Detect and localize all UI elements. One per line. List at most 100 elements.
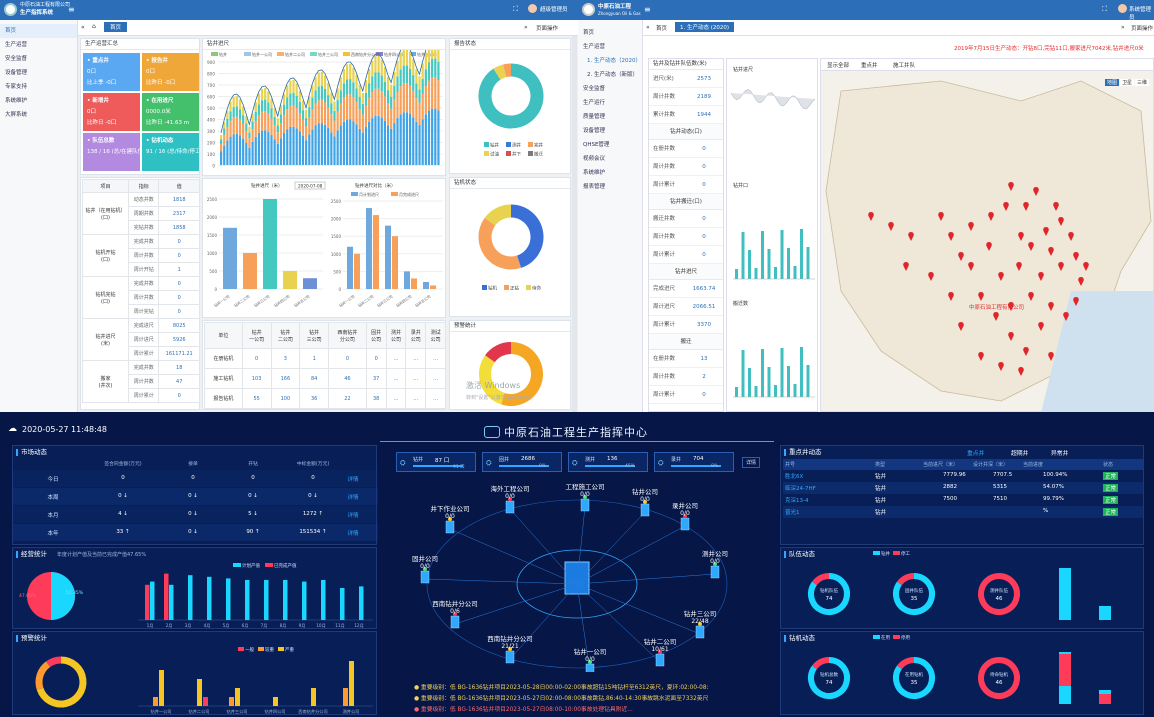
tab-prev-icon-b[interactable]: «	[646, 24, 650, 31]
stats-value[interactable]: 0	[158, 304, 200, 319]
company-cell[interactable]: 36	[299, 388, 330, 409]
focus-cell[interactable]: 克深13-4	[785, 498, 809, 504]
china-map[interactable]	[821, 71, 1154, 412]
sidebar-item[interactable]: 系统维护	[0, 94, 77, 108]
tab-production-dynamics[interactable]: 1. 生产动态 (2020)	[675, 22, 735, 32]
company-node[interactable]: 钻井三公司 22/48	[670, 608, 730, 625]
company-node[interactable]: 西南钻井分公司 21/21	[480, 633, 540, 650]
user-name[interactable]: 超级管理员	[540, 7, 568, 13]
company-cell[interactable]: 46	[328, 368, 367, 389]
company-cell[interactable]: …	[425, 388, 446, 409]
sidebar-b-item[interactable]: 视频会议	[578, 152, 642, 166]
sidebar-b-item[interactable]: 安全监督	[578, 82, 642, 96]
company-cell[interactable]: 37	[365, 368, 387, 389]
stats-value[interactable]: 5926	[158, 332, 200, 347]
market-detail-link[interactable]: 详情	[347, 495, 359, 501]
user-name-b[interactable]: 系统管理员	[1129, 7, 1152, 21]
company-cell[interactable]: 1	[299, 348, 330, 369]
summary-tile[interactable]: • 新增井 0口 比昨日 -0口	[83, 93, 140, 131]
list-value[interactable]: 2189	[697, 94, 711, 100]
sidebar-b-item[interactable]: 质量管理	[578, 110, 642, 124]
company-cell[interactable]: …	[405, 368, 427, 389]
focus-cell[interactable]: 胜北6X	[785, 474, 804, 480]
focus-tab-key[interactable]: 重点井	[967, 451, 985, 457]
list-value[interactable]: 3370	[697, 322, 711, 328]
alert-message[interactable]: ● 重要级别：低 BG-1636钻井项目2023-05-27日08:00-10:…	[414, 707, 633, 713]
tab-next-icon-b[interactable]: »	[1121, 24, 1125, 31]
sidebar-item[interactable]: 安全监督	[0, 52, 77, 66]
company-cell[interactable]: 0	[328, 348, 367, 369]
company-cell[interactable]: 3	[270, 348, 301, 369]
sidebar-b-item[interactable]: 1. 生产动态（2020）	[578, 54, 642, 68]
show-all-button[interactable]: 显示全部	[827, 63, 850, 69]
alert-message[interactable]: ● 重要级别：低 BG-1636钻井项目2023-05-28日00:00-02:…	[414, 685, 709, 691]
key-well-button[interactable]: 重点井	[861, 63, 878, 69]
focus-row[interactable]: 临深24-7HF 钻井 2882 5315 54.07% 正常	[783, 482, 1143, 494]
sidebar-b-item[interactable]: 设备管理	[578, 124, 642, 138]
market-detail-link[interactable]: 详情	[347, 477, 359, 483]
company-cell[interactable]: …	[385, 388, 407, 409]
sidebar-item[interactable]: 生产运营	[0, 38, 77, 52]
company-cell[interactable]: 0	[365, 348, 387, 369]
stats-value[interactable]: 0	[158, 248, 200, 263]
scrollbar[interactable]	[572, 36, 577, 412]
company-node[interactable]: 钻井一公司 0/0	[560, 646, 620, 663]
focus-row[interactable]: 胜北6X 钻井 7779.96 7707.5 100.94% 正常	[783, 470, 1143, 482]
sidebar-b-item[interactable]: 生产运营	[578, 40, 642, 54]
stats-value[interactable]: 0	[158, 290, 200, 305]
list-value[interactable]: 0	[702, 392, 706, 398]
list-value[interactable]: 0	[702, 252, 706, 258]
avatar[interactable]	[528, 4, 537, 13]
kpi-box[interactable]: ⛭ 固井 2686 0%	[482, 452, 562, 472]
company-node[interactable]: 西南钻井分公司 0/6	[425, 598, 485, 615]
tab-home-b[interactable]: 首页	[656, 26, 668, 32]
kpi-detail-button[interactable]: 详情	[742, 457, 761, 468]
stats-value[interactable]: 0	[158, 276, 200, 291]
focus-cell[interactable]: 临深24-7HF	[785, 486, 816, 492]
tab-prev-icon[interactable]: «	[81, 24, 85, 31]
summary-tile[interactable]: • 报告井 0口 比昨日 -0口	[142, 53, 199, 91]
summary-tile[interactable]: • 钻机动态 91 / 16 (总/待命/停工)	[142, 133, 199, 171]
company-node[interactable]: 井下作业公司 0/0	[420, 503, 480, 520]
company-node[interactable]: 钻井二公司 10/61	[630, 636, 690, 653]
summary-tile[interactable]: • 队伍总数 138 / 16 (总/在建队伍)	[83, 133, 140, 171]
focus-row[interactable]: 普光1 钻井% 正常	[783, 506, 1143, 518]
menu-toggle-icon-b[interactable]: ≡	[644, 5, 651, 14]
kpi-box[interactable]: ⛭ 测井 136 45%	[568, 452, 648, 472]
company-cell[interactable]: 84	[299, 368, 330, 389]
sidebar-b-item[interactable]: 系统维护	[578, 166, 642, 180]
company-node[interactable]: 录井公司 0/0	[655, 500, 715, 517]
kpi-box[interactable]: ⛭ 录井 704 9%	[654, 452, 734, 472]
stats-value[interactable]: 1	[158, 262, 200, 277]
stats-value[interactable]: 2317	[158, 206, 200, 221]
home-icon[interactable]: ⌂	[92, 23, 96, 30]
sidebar-b-item[interactable]: 生产运行	[578, 96, 642, 110]
list-value[interactable]: 13	[700, 356, 708, 362]
alert-message[interactable]: ● 重要级别：低 BG-1636钻井项目2023-05-27日02:00-08:…	[414, 696, 709, 702]
company-cell[interactable]: …	[405, 388, 427, 409]
focus-row[interactable]: 克深13-4 钻井 7500 7510 99.79% 正常	[783, 494, 1143, 506]
list-value[interactable]: 0	[702, 164, 706, 170]
company-cell[interactable]: 103	[241, 368, 272, 389]
company-cell[interactable]: 22	[328, 388, 367, 409]
tab-next-icon[interactable]: »	[524, 24, 528, 31]
company-cell[interactable]: …	[385, 348, 407, 369]
company-node[interactable]: 固井公司 0/0	[395, 553, 455, 570]
sidebar-item[interactable]: 首页	[0, 24, 77, 38]
list-value[interactable]: 0	[702, 216, 706, 222]
focus-cell[interactable]: 普光1	[785, 510, 800, 516]
list-value[interactable]: 1663.74	[692, 286, 716, 292]
kpi-box[interactable]: ⛭ 钻井 87 口 91 口	[396, 452, 476, 472]
stats-value[interactable]: 47	[158, 374, 200, 389]
company-cell[interactable]: …	[425, 368, 446, 389]
sidebar-b-item[interactable]: 首页	[578, 26, 642, 40]
stats-value[interactable]: 0	[158, 388, 200, 403]
list-value[interactable]: 2573	[697, 76, 711, 82]
company-node[interactable]: 钻井公司 0/0	[615, 486, 675, 503]
stats-value[interactable]: 0	[158, 234, 200, 249]
map-view-map[interactable]: 地图	[1105, 79, 1120, 86]
stats-value[interactable]: 161171.21	[158, 346, 200, 361]
map-panel[interactable]: 显示全部 重点井 施工井队 地图 卫星 三维 中原石油工程有限公司	[820, 58, 1154, 412]
company-cell[interactable]: …	[405, 348, 427, 369]
list-value[interactable]: 0	[702, 234, 706, 240]
